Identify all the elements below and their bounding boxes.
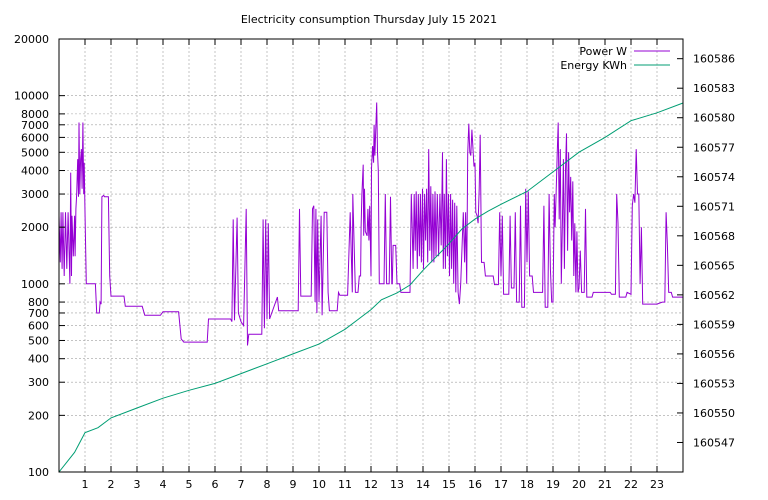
series-power-w <box>58 102 683 346</box>
x-tick-label: 18 <box>520 478 534 491</box>
y-right-tick-label: 160568 <box>693 230 735 243</box>
y-right-tick-label: 160550 <box>693 407 735 420</box>
grid <box>59 39 683 472</box>
x-tick-label: 8 <box>264 478 271 491</box>
right-axis: 160547 160550 160553 160556 160559 160562 1605… <box>677 53 735 449</box>
y-left-tick-label: 20000 <box>14 33 49 46</box>
y-right-tick-label: 160580 <box>693 112 735 125</box>
x-tick-label: 23 <box>650 478 664 491</box>
y-left-tick-label: 200 <box>28 409 49 422</box>
y-left-tick-label: 3000 <box>21 188 49 201</box>
y-left-tick-label: 4000 <box>21 165 49 178</box>
y-right-tick-label: 160556 <box>693 348 735 361</box>
y-left-tick-label: 8000 <box>21 108 49 121</box>
y-left-tick-label: 7000 <box>21 119 49 132</box>
x-tick-label: 3 <box>134 478 141 491</box>
y-right-tick-label: 160547 <box>693 436 735 449</box>
x-tick-label: 10 <box>312 478 326 491</box>
series-layer <box>58 102 684 473</box>
x-tick-label: 6 <box>212 478 219 491</box>
chart-title: Electricity consumption Thursday July 15… <box>241 13 497 26</box>
x-tick-label: 4 <box>160 478 167 491</box>
x-tick-label: 9 <box>290 478 297 491</box>
y-left-tick-label: 300 <box>28 376 49 389</box>
y-left-tick-label: 500 <box>28 334 49 347</box>
x-tick-label: 19 <box>546 478 560 491</box>
y-right-tick-label: 160565 <box>693 259 735 272</box>
y-right-tick-label: 160559 <box>693 318 735 331</box>
x-tick-label: 21 <box>598 478 612 491</box>
x-tick-label: 12 <box>364 478 378 491</box>
y-left-tick-label: 800 <box>28 296 49 309</box>
x-tick-label: 13 <box>390 478 404 491</box>
y-left-tick-label: 700 <box>28 307 49 320</box>
x-tick-label: 2 <box>108 478 115 491</box>
y-left-tick-label: 10000 <box>14 90 49 103</box>
y-right-tick-label: 160562 <box>693 289 735 302</box>
x-tick-label: 5 <box>186 478 193 491</box>
x-tick-label: 7 <box>238 478 245 491</box>
y-right-tick-label: 160574 <box>693 171 735 184</box>
legend-label-power-w: Power W <box>579 45 627 58</box>
x-axis: 1 2 3 4 5 6 7 8 9 10 11 12 13 14 15 16 17 18 19 20 21 22 23 <box>82 39 664 491</box>
y-right-tick-label: 160583 <box>693 82 735 95</box>
y-right-tick-label: 160553 <box>693 377 735 390</box>
x-tick-label: 15 <box>442 478 456 491</box>
x-tick-label: 14 <box>416 478 430 491</box>
y-right-tick-label: 160571 <box>693 200 735 213</box>
series-energy-kwh <box>58 102 684 473</box>
x-tick-label: 17 <box>494 478 508 491</box>
legend-label-energy-kwh: Energy KWh <box>560 59 627 72</box>
x-tick-label: 11 <box>338 478 352 491</box>
y-right-tick-label: 160577 <box>693 141 735 154</box>
x-tick-label: 22 <box>624 478 638 491</box>
y-left-tick-label: 2000 <box>21 221 49 234</box>
y-right-tick-label: 160586 <box>693 53 735 66</box>
x-tick-label: 20 <box>572 478 586 491</box>
x-tick-label: 1 <box>82 478 89 491</box>
y-left-tick-label: 400 <box>28 353 49 366</box>
y-left-tick-label: 100 <box>28 466 49 479</box>
y-left-tick-label: 6000 <box>21 131 49 144</box>
y-left-tick-label: 5000 <box>21 146 49 159</box>
x-tick-label: 16 <box>468 478 482 491</box>
y-left-tick-label: 1000 <box>21 278 49 291</box>
y-left-tick-label: 600 <box>28 320 49 333</box>
